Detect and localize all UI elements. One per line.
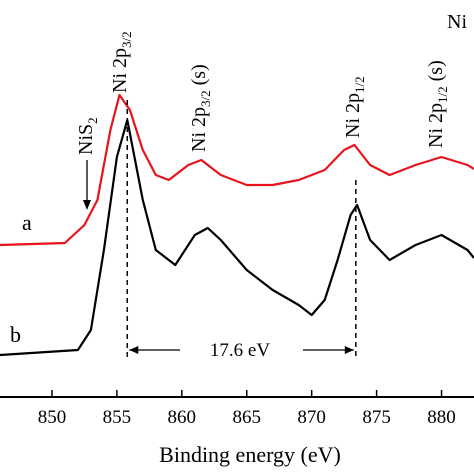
annotation-tail: (s) [425,60,447,86]
annotation-sub: 3/2 [198,90,213,107]
x-tick-label: 875 [362,407,391,428]
splitting-label: 17.6 eV [210,340,270,361]
series-label: a [22,210,32,235]
x-tick-label: 855 [103,407,132,428]
annotation: NiS2 [75,117,100,155]
x-tick-label: 865 [232,407,261,428]
annotation-sub: 2 [85,117,100,124]
annotation-sub: 1/2 [435,86,450,103]
annotation-sub: 1/2 [352,76,367,93]
annotation-text: NiS [75,124,97,155]
annotation-text: Ni 2p [109,48,131,93]
annotation-tail: (s) [188,64,210,90]
arrow-head [83,200,91,210]
annotation: Ni [447,11,467,33]
annotation-text: Ni 2p [425,103,447,148]
annotation: Ni 2p3/2 [109,31,134,93]
annotation-sub: 3/2 [119,31,134,48]
annotation-text: Ni 2p [342,93,364,138]
annotation-text: Ni [447,11,467,33]
series-label: b [10,322,21,347]
annotation: Ni 2p1/2 (s) [425,60,450,148]
annotation: Ni 2p1/2 [342,76,367,138]
arrow-head [344,346,354,354]
x-tick-label: 880 [427,407,456,428]
x-tick-label: 850 [38,407,67,428]
data-line [0,93,474,247]
arrow-head [129,346,139,354]
annotation: Ni 2p3/2 (s) [188,64,213,152]
data-line [0,118,474,357]
annotation-text: Ni 2p [188,107,210,152]
x-tick-label: 870 [297,407,326,428]
x-tick-label: 860 [168,407,197,428]
x-axis-label: Binding energy (eV) [159,442,341,467]
